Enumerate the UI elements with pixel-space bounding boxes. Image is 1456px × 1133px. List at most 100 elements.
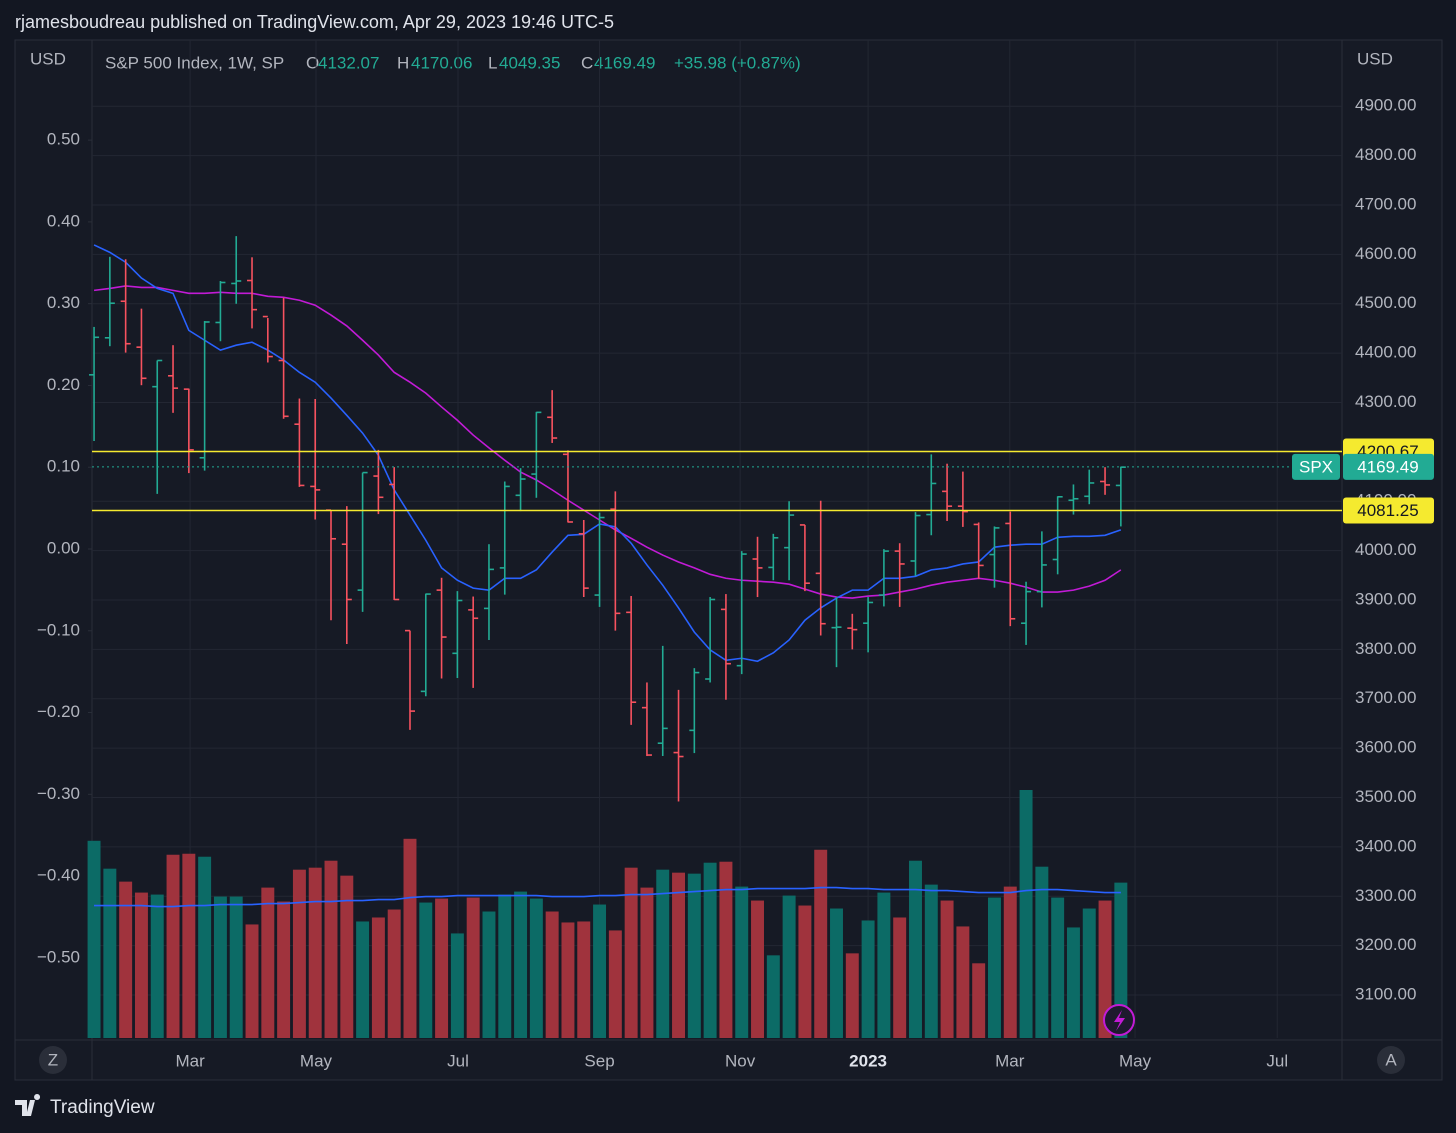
volume-bar bbox=[1098, 900, 1112, 1038]
publish-header: rjamesboudreau published on TradingView.… bbox=[15, 12, 614, 32]
volume-bar bbox=[371, 917, 385, 1038]
ma-fast-line bbox=[93, 244, 1122, 663]
legend-value: 4132.07 bbox=[318, 53, 379, 72]
symbol-tag bbox=[1292, 453, 1340, 480]
volume-bar bbox=[987, 897, 1001, 1038]
volume-bar bbox=[861, 920, 875, 1038]
volume-bar bbox=[498, 894, 512, 1038]
legend-value: 4049.35 bbox=[499, 53, 560, 72]
legend-title: S&P 500 Index, 1W, SP bbox=[105, 53, 284, 72]
volume-bar bbox=[909, 860, 922, 1038]
x-tick-label: Nov bbox=[725, 1051, 756, 1070]
y-tick-label: 4700.00 bbox=[1355, 194, 1416, 213]
y2-tick-label: 0.30 bbox=[47, 293, 80, 312]
volume-bar bbox=[972, 963, 986, 1038]
volume-bar bbox=[751, 900, 764, 1038]
volume-bar bbox=[830, 908, 843, 1038]
y-tick-label: 3100.00 bbox=[1355, 985, 1416, 1004]
y2-tick-label: −0.50 bbox=[37, 947, 80, 966]
y-tick-label: 3800.00 bbox=[1355, 639, 1416, 658]
volume-bar bbox=[703, 862, 717, 1038]
volume-bar bbox=[150, 894, 164, 1038]
y2-tick-label: −0.30 bbox=[37, 784, 80, 803]
y-tick-label: 3200.00 bbox=[1355, 935, 1416, 954]
y-tick-label: 4300.00 bbox=[1355, 392, 1416, 411]
level-tag bbox=[1343, 497, 1434, 524]
x-tick-label: Jul bbox=[447, 1051, 469, 1070]
volume-bar bbox=[340, 875, 354, 1038]
y2-tick-label: −0.20 bbox=[37, 702, 80, 721]
volume-bar bbox=[1082, 908, 1096, 1038]
x-tick-label: May bbox=[300, 1051, 333, 1070]
volume-bar bbox=[577, 921, 591, 1038]
volume-bar bbox=[608, 930, 622, 1038]
scale-button-label[interactable]: Z bbox=[48, 1050, 58, 1069]
volume-bar bbox=[245, 924, 259, 1038]
legend-change: +35.98 (+0.87%) bbox=[674, 53, 801, 72]
plot: Mar May Jul Sep Nov 2023 Mar May Jul 3100.00 3200.… bbox=[37, 40, 1434, 1070]
y2-tick-label: 0.10 bbox=[47, 457, 80, 476]
scale-button[interactable] bbox=[1377, 1046, 1405, 1074]
volume-bar bbox=[308, 867, 322, 1038]
scale-button-label[interactable]: A bbox=[1385, 1050, 1397, 1069]
y-tick-label: 4500.00 bbox=[1355, 293, 1416, 312]
brand-logo bbox=[15, 1094, 41, 1116]
y-tick-label: 4900.00 bbox=[1355, 96, 1416, 115]
y-tick-label: 3900.00 bbox=[1355, 589, 1416, 608]
brand-name: TradingView bbox=[50, 1097, 155, 1118]
volume-bar bbox=[213, 896, 227, 1038]
y-tick-label: 4000.00 bbox=[1355, 540, 1416, 559]
volume-bar bbox=[593, 904, 607, 1038]
y2-tick-label: 0.40 bbox=[47, 211, 80, 230]
y-tick-label: 3700.00 bbox=[1355, 688, 1416, 707]
volume-bar bbox=[782, 895, 796, 1038]
volume-bar bbox=[845, 953, 859, 1038]
volume-bar bbox=[798, 905, 812, 1038]
volume-bar bbox=[1051, 897, 1065, 1038]
x-tick-label: 2023 bbox=[849, 1051, 887, 1070]
volume-bar bbox=[814, 849, 828, 1038]
volume-bar bbox=[182, 853, 196, 1038]
volume-bar bbox=[261, 887, 275, 1038]
last-price-tag-label: 4169.49 bbox=[1357, 457, 1418, 476]
legend-value: 4170.06 bbox=[411, 53, 472, 72]
legend-label: L bbox=[488, 53, 497, 72]
scale-button[interactable] bbox=[39, 1046, 67, 1074]
y-tick-label: 3300.00 bbox=[1355, 886, 1416, 905]
volume-bar bbox=[545, 911, 559, 1038]
symbol-tag-label: SPX bbox=[1299, 457, 1333, 476]
y2-tick-label: 0.50 bbox=[47, 130, 80, 149]
y2-tick-label: 0.20 bbox=[47, 375, 80, 394]
volume-bar bbox=[277, 901, 291, 1038]
x-tick-label: May bbox=[1119, 1051, 1152, 1070]
y-tick-label: 3500.00 bbox=[1355, 787, 1416, 806]
volume-bar bbox=[103, 868, 117, 1038]
left-axis-unit: USD bbox=[30, 49, 66, 68]
volume-bar bbox=[1066, 927, 1080, 1038]
volume-bar bbox=[624, 867, 638, 1038]
volume-bar bbox=[956, 926, 970, 1038]
y-tick-label: 4400.00 bbox=[1355, 343, 1416, 362]
volume-bar bbox=[719, 861, 733, 1038]
y-tick-label: 3600.00 bbox=[1355, 738, 1416, 757]
volume-bar bbox=[292, 869, 306, 1038]
volume-bar bbox=[450, 933, 464, 1038]
volume-bar bbox=[893, 917, 907, 1038]
legend-value: 4169.49 bbox=[594, 53, 655, 72]
volume-bar bbox=[766, 955, 780, 1038]
x-tick-label: Sep bbox=[584, 1051, 614, 1070]
legend-label: H bbox=[397, 53, 409, 72]
volume-bar bbox=[940, 900, 954, 1038]
volume-bar bbox=[466, 897, 480, 1038]
volume-bar bbox=[1035, 866, 1049, 1038]
y2-tick-label: −0.40 bbox=[37, 866, 80, 885]
volume-ma-line bbox=[94, 886, 1121, 908]
y2-tick-label: 0.00 bbox=[47, 538, 80, 557]
volume-bar bbox=[356, 921, 370, 1038]
volume-bar bbox=[672, 872, 686, 1038]
volume-bar bbox=[198, 856, 212, 1038]
volume-bar bbox=[134, 892, 148, 1038]
volume-bar bbox=[514, 891, 528, 1038]
